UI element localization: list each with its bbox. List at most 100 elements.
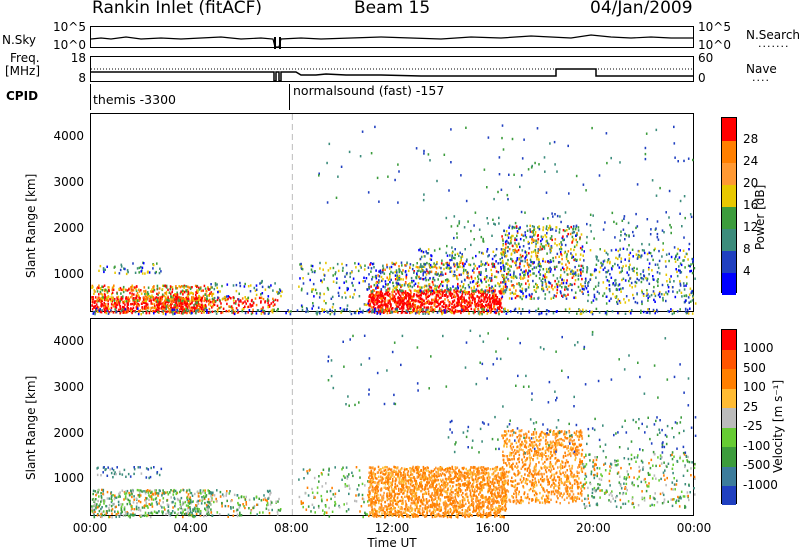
power-cell: [489, 304, 491, 307]
power-cell: [154, 297, 156, 300]
power-cell: [530, 230, 533, 234]
velocity-cell: [135, 497, 138, 500]
velocity-cell: [266, 499, 268, 503]
velocity-cell: [112, 469, 115, 472]
power-cell: [648, 282, 651, 285]
velocity-cell: [119, 491, 121, 494]
power-cell: [319, 267, 321, 270]
power-cell: [585, 279, 587, 282]
power-cell: [473, 267, 475, 270]
power-cell: [171, 286, 174, 289]
power-cell: [217, 307, 220, 310]
power-cell: [541, 238, 544, 241]
power-cell: [481, 251, 483, 255]
power-cell: [111, 288, 114, 292]
power-cell: [120, 296, 123, 299]
power-cell: [540, 239, 542, 243]
power-cell: [542, 235, 544, 239]
velocity-cell: [239, 504, 241, 507]
velocity-cell: [100, 500, 102, 503]
power-cell: [510, 284, 513, 287]
power-cell: [310, 264, 313, 267]
power-cell: [401, 311, 404, 314]
power-cell: [579, 274, 582, 277]
power-cell: [420, 263, 422, 266]
power-cell: [415, 265, 418, 269]
power-cell: [449, 301, 451, 304]
power-cell: [485, 280, 487, 283]
power-cell: [138, 266, 141, 270]
power-cell: [111, 296, 114, 300]
power-cell: [267, 301, 269, 305]
power-cell: [411, 267, 414, 271]
velocity-cell: [198, 508, 200, 511]
power-cell: [541, 281, 544, 285]
power-cell: [197, 298, 200, 301]
power-cell: [427, 153, 430, 156]
velocity-cell: [186, 489, 188, 492]
velocity-cell: [104, 500, 106, 503]
power-cell: [656, 232, 659, 236]
power-cell: [397, 163, 399, 166]
velocity-cell: [150, 498, 153, 501]
velocity-cell: [191, 512, 193, 515]
power-cell: [487, 279, 490, 282]
power-cell: [423, 300, 425, 303]
power-cell: [514, 242, 516, 245]
power-cell: [234, 310, 237, 313]
power-cell: [216, 304, 219, 307]
velocity-cell: [96, 503, 98, 506]
power-cell: [527, 286, 530, 289]
velocity-cell: [97, 489, 99, 492]
power-cell: [427, 290, 429, 294]
velocity-cell: [143, 514, 145, 517]
power-cell: [571, 241, 573, 244]
power-cell: [620, 257, 623, 260]
power-cell: [645, 276, 647, 280]
power-cell: [416, 306, 419, 309]
power-cell: [691, 312, 694, 315]
power-cell: [415, 147, 418, 150]
power-cell: [497, 190, 499, 194]
power-cell: [414, 289, 417, 292]
power-cell: [212, 301, 215, 305]
velocity-cell: [96, 506, 99, 509]
power-cell: [122, 295, 124, 298]
power-cell: [467, 220, 469, 223]
power-cell: [508, 247, 511, 251]
power-cell: [131, 292, 133, 295]
power-cell: [608, 284, 611, 287]
power-cell: [545, 309, 548, 312]
power-cell: [683, 284, 685, 288]
power-cell: [520, 233, 523, 236]
power-cell: [690, 269, 693, 273]
power-cell: [196, 306, 199, 310]
power-cell: [549, 224, 551, 228]
power-cell: [412, 279, 415, 283]
power-cell: [657, 284, 659, 287]
power-cell: [488, 303, 490, 306]
power-cell: [244, 311, 247, 315]
power-cell: [520, 283, 523, 286]
velocity-cell: [298, 478, 300, 481]
power-cell: [165, 293, 168, 296]
power-cell: [125, 297, 127, 300]
power-cell: [429, 159, 431, 162]
power-cell: [602, 228, 605, 231]
power-cell: [213, 296, 216, 300]
power-cell: [397, 201, 399, 204]
power-cell: [621, 267, 623, 270]
power-cell: [277, 307, 279, 311]
velocity-cell: [158, 502, 160, 505]
power-cell: [144, 272, 146, 275]
power-cell: [169, 288, 171, 291]
power-cell: [242, 308, 245, 311]
power-cell: [472, 289, 475, 293]
power-cell: [636, 225, 639, 228]
power-cell: [143, 286, 146, 289]
power-cell: [185, 300, 188, 303]
velocity-cell: [173, 490, 175, 493]
power-cell: [146, 306, 148, 309]
velocity-cell: [276, 513, 279, 516]
power-cell: [502, 287, 505, 291]
